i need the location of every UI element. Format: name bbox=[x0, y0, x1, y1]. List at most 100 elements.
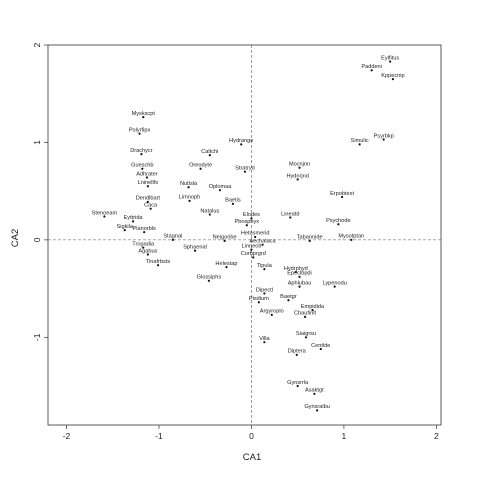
data-point bbox=[250, 248, 253, 251]
data-point bbox=[208, 154, 211, 157]
point-label: Erpobtest bbox=[330, 191, 354, 197]
data-point bbox=[391, 78, 395, 81]
data-point bbox=[350, 238, 353, 241]
point-label: Dendlbart bbox=[136, 196, 161, 202]
data-point bbox=[308, 239, 311, 242]
point-label: Drachycr bbox=[130, 148, 153, 154]
data-point bbox=[207, 279, 210, 282]
data-point bbox=[295, 353, 298, 356]
data-point bbox=[146, 200, 149, 203]
data-point bbox=[333, 285, 336, 288]
point-label: Agabus bbox=[138, 248, 157, 254]
point-label: Lineatd bbox=[281, 211, 299, 217]
point-label: Neigoribe bbox=[213, 235, 237, 241]
point-label: Simulic bbox=[351, 138, 369, 144]
data-point bbox=[146, 185, 149, 188]
point-label: Baetgr bbox=[280, 294, 297, 300]
data-point bbox=[296, 384, 299, 388]
point-label: Tinafrbsts bbox=[146, 259, 171, 265]
data-point bbox=[123, 229, 126, 232]
data-point bbox=[289, 216, 292, 219]
reference-lines bbox=[48, 45, 441, 425]
y-tick-label: -1 bbox=[32, 333, 42, 341]
point-label: Siaigrsu bbox=[296, 331, 316, 337]
data-point bbox=[257, 301, 260, 304]
y-tick-label: 2 bbox=[32, 42, 42, 47]
data-point bbox=[171, 238, 174, 241]
points-layer: Eylfitus Paddeni Kppecnip Myskscpt Polyrfipx… bbox=[92, 55, 405, 412]
data-point bbox=[156, 264, 160, 267]
data-point bbox=[225, 266, 228, 269]
point-label: Psychode bbox=[326, 218, 351, 224]
point-label: Eyttrida bbox=[124, 215, 144, 221]
point-label: Hydrphyd bbox=[284, 266, 308, 272]
data-point bbox=[103, 215, 106, 218]
y-tick-label: 0 bbox=[32, 237, 42, 242]
point-label: Centlde bbox=[311, 343, 330, 349]
point-label: Gynsrrla bbox=[287, 380, 309, 386]
data-point bbox=[263, 341, 266, 344]
data-point bbox=[261, 243, 264, 246]
data-point bbox=[340, 195, 344, 199]
point-label: Gynsralbu bbox=[304, 404, 330, 410]
data-point bbox=[315, 409, 319, 412]
point-label: Caltchi bbox=[201, 149, 218, 155]
point-label: Glossiphs bbox=[197, 275, 222, 281]
point-label: Hetosmerid bbox=[241, 231, 270, 237]
point-label: Tipula bbox=[257, 263, 273, 269]
y-axis: -1 0 1 2 bbox=[32, 42, 48, 341]
point-label: Argyroplo bbox=[260, 309, 284, 315]
point-label: Caca bbox=[144, 202, 158, 208]
data-point bbox=[141, 167, 144, 170]
data-point bbox=[298, 285, 301, 288]
point-label: Dipectl bbox=[256, 287, 273, 293]
x-tick-label: 2 bbox=[434, 431, 439, 441]
point-label: Planorbls bbox=[133, 226, 157, 232]
point-label: Polyrfipx bbox=[129, 127, 151, 133]
data-point bbox=[252, 256, 255, 259]
data-point bbox=[263, 292, 266, 295]
y-axis-title: CA2 bbox=[10, 229, 21, 247]
data-point bbox=[149, 207, 152, 210]
data-point bbox=[294, 270, 297, 274]
data-point bbox=[243, 170, 247, 173]
data-point bbox=[303, 315, 307, 318]
point-label: Baetis bbox=[225, 198, 241, 204]
point-label: Lninellfs bbox=[138, 180, 159, 186]
data-point bbox=[142, 116, 145, 119]
data-point bbox=[218, 189, 222, 192]
point-label: Stenoeam bbox=[92, 210, 118, 216]
data-point bbox=[138, 132, 141, 135]
point-label: Tabannide bbox=[297, 235, 323, 241]
data-point bbox=[245, 224, 248, 227]
point-label: Mocnjnn bbox=[289, 162, 310, 168]
y-tick-label: 1 bbox=[32, 140, 42, 145]
point-label: Pbosphyx bbox=[235, 219, 260, 225]
data-point bbox=[143, 230, 146, 234]
data-point bbox=[223, 239, 226, 242]
point-label: Oreodyte bbox=[189, 163, 212, 169]
data-point bbox=[296, 178, 299, 181]
point-label: Oplomaa bbox=[209, 184, 233, 190]
point-label: Linneoti bbox=[242, 243, 262, 249]
data-point bbox=[145, 176, 149, 179]
data-point bbox=[263, 268, 266, 271]
data-point bbox=[208, 213, 211, 216]
data-point bbox=[240, 143, 243, 146]
point-label: Hydrange bbox=[229, 138, 253, 144]
point-label: Nutlsla bbox=[180, 181, 198, 187]
data-point bbox=[231, 202, 235, 205]
data-point bbox=[250, 217, 253, 220]
point-label: Asaktgt bbox=[305, 388, 324, 394]
data-point bbox=[188, 199, 191, 202]
point-label: Villa bbox=[259, 336, 270, 342]
point-label: Elodes bbox=[243, 212, 260, 218]
point-label: Helestap bbox=[215, 261, 237, 267]
point-label: Trogadia bbox=[132, 241, 155, 247]
point-label: Hydnrjnd bbox=[286, 173, 308, 179]
data-point bbox=[199, 167, 202, 170]
data-point bbox=[304, 336, 308, 339]
point-label: Mysotptan bbox=[338, 234, 364, 240]
